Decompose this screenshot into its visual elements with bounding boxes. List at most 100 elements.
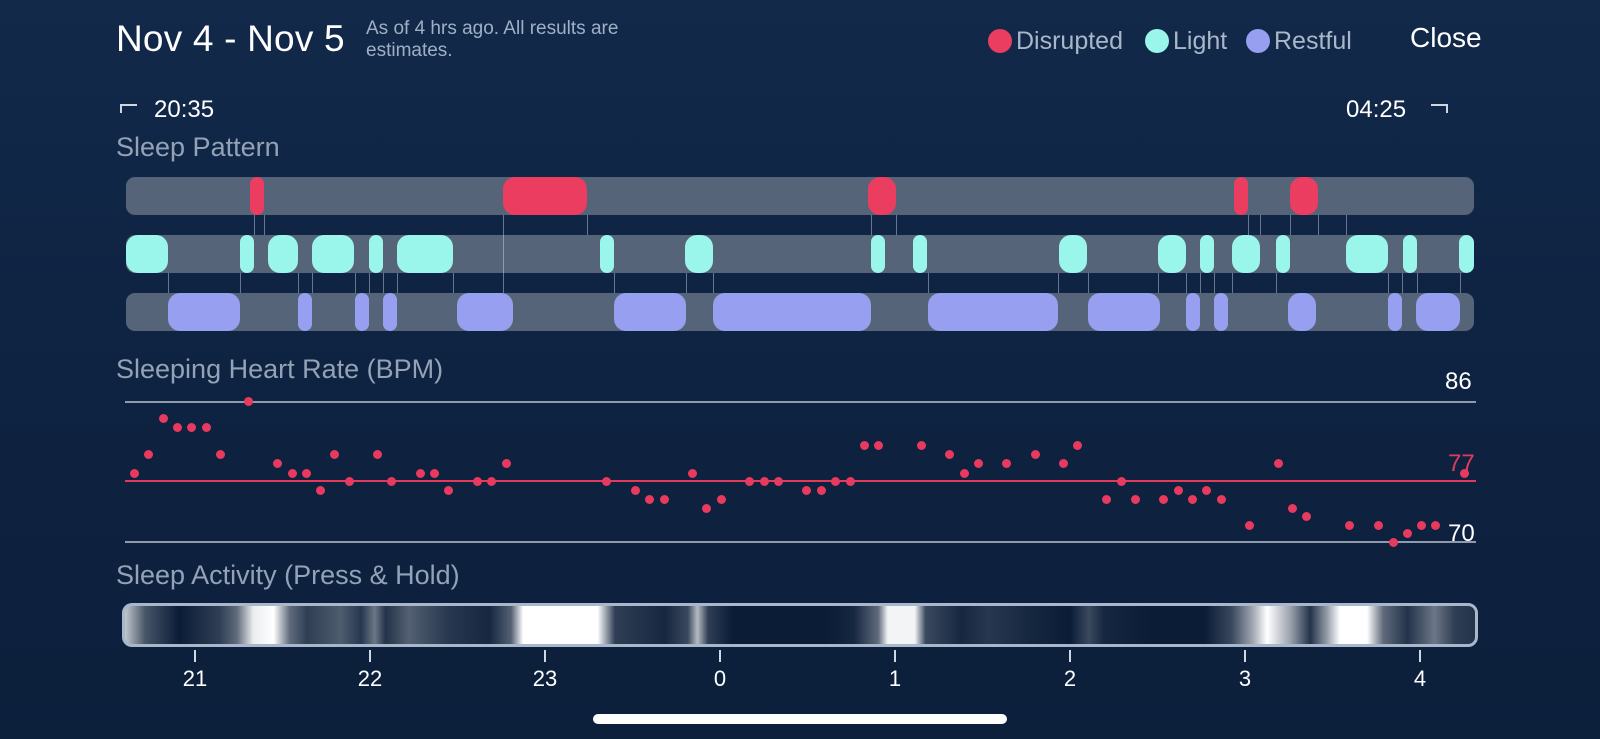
heart-rate-point <box>186 422 196 432</box>
heart-rate-point <box>415 468 425 478</box>
home-indicator[interactable] <box>593 714 1007 724</box>
heart-rate-point <box>1116 476 1126 486</box>
heart-rate-point <box>859 440 869 450</box>
x-tick-label: 2 <box>1063 666 1077 691</box>
heart-rate-point <box>701 503 711 513</box>
heart-rate-point <box>1101 494 1111 504</box>
heart-rate-point <box>172 422 182 432</box>
heart-rate-point <box>243 396 253 406</box>
heart-rate-point <box>143 449 153 459</box>
heart-rate-point <box>158 413 168 423</box>
end-time: 04:25 <box>1346 96 1407 123</box>
disrupted-segment <box>503 177 587 215</box>
stage-connector <box>1402 273 1403 293</box>
tick-mark <box>894 650 896 662</box>
average-line <box>125 480 1476 482</box>
light-segment <box>1459 235 1474 273</box>
stage-connector <box>896 215 897 235</box>
heart-rate-point <box>659 494 669 504</box>
stage-connector <box>1346 215 1347 235</box>
light-segment <box>871 235 885 273</box>
heart-rate-point <box>773 476 783 486</box>
stage-connector <box>312 273 313 293</box>
tick-mark <box>1419 650 1421 662</box>
heart-rate-point <box>601 476 611 486</box>
stage-connector <box>453 273 454 293</box>
heart-rate-point <box>386 476 396 486</box>
sleep-pattern-chart[interactable] <box>0 0 1600 340</box>
heart-rate-point <box>1158 494 1168 504</box>
sleep-activity-bar[interactable] <box>122 603 1478 647</box>
heart-rate-point <box>801 485 811 495</box>
disrupted-track <box>126 177 1474 215</box>
heart-rate-point <box>944 449 954 459</box>
light-segment <box>126 235 168 273</box>
disrupted-segment <box>1234 177 1248 215</box>
legend-restful: Restful <box>1246 26 1352 56</box>
stage-connector <box>1088 273 1089 293</box>
light-segment <box>913 235 927 273</box>
stage-connector <box>1214 273 1215 293</box>
stage-connector <box>168 273 169 293</box>
stage-connector <box>614 273 615 293</box>
legend-label: Restful <box>1274 26 1352 55</box>
heart-rate-title: Sleeping Heart Rate (BPM) <box>116 354 444 384</box>
heart-rate-point <box>129 468 139 478</box>
heart-rate-point <box>1072 440 1082 450</box>
legend-label: Disrupted <box>1016 26 1123 55</box>
stage-connector <box>369 273 370 293</box>
disrupted-segment <box>250 177 264 215</box>
x-tick-label: 21 <box>182 666 208 691</box>
tick-mark <box>1244 650 1246 662</box>
restful-segment <box>298 293 312 331</box>
stage-connector <box>1058 273 1059 293</box>
tick-mark <box>194 650 196 662</box>
heart-rate-point <box>816 485 826 495</box>
page-title: Nov 4 - Nov 5 <box>116 18 345 59</box>
heart-rate-point <box>1201 485 1211 495</box>
x-tick-label: 3 <box>1238 666 1252 691</box>
light-segment <box>397 235 453 273</box>
stage-connector <box>503 215 504 293</box>
legend-light: Light <box>1145 26 1227 56</box>
heart-rate-point <box>201 422 211 432</box>
heart-rate-point <box>472 476 482 486</box>
stage-connector <box>1388 273 1389 293</box>
tick-mark <box>719 650 721 662</box>
restful-segment <box>1214 293 1228 331</box>
restful-segment <box>168 293 240 331</box>
close-button[interactable]: Close <box>1410 22 1482 53</box>
stage-connector <box>240 273 241 293</box>
heart-rate-point <box>916 440 926 450</box>
disrupted-segment <box>1290 177 1318 215</box>
light-segment <box>1346 235 1388 273</box>
heart-rate-point <box>1130 494 1140 504</box>
heart-rate-point <box>344 476 354 486</box>
stage-connector <box>1276 273 1277 293</box>
stage-connector <box>298 273 299 293</box>
light-dot-icon <box>1145 29 1169 53</box>
heart-rate-point <box>644 494 654 504</box>
light-segment <box>685 235 713 273</box>
min-value: 70 <box>1448 520 1475 547</box>
restful-dot-icon <box>1246 29 1270 53</box>
stage-connector <box>355 273 356 293</box>
legend-disrupted: Disrupted <box>988 26 1123 56</box>
sleep-pattern-title: Sleep Pattern <box>116 132 280 162</box>
heart-rate-point <box>1216 494 1226 504</box>
heart-rate-point <box>372 449 382 459</box>
stage-connector <box>1460 273 1461 293</box>
heart-rate-point <box>1301 511 1311 521</box>
tick-mark <box>369 650 371 662</box>
light-segment <box>1158 235 1186 273</box>
heart-rate-point <box>215 449 225 459</box>
stage-connector <box>1232 273 1233 293</box>
x-tick-label: 1 <box>888 666 902 691</box>
stage-connector <box>713 273 714 293</box>
stage-connector <box>928 273 929 293</box>
stage-connector <box>254 215 255 235</box>
heart-rate-point <box>486 476 496 486</box>
restful-segment <box>713 293 871 331</box>
stage-connector <box>871 215 872 235</box>
stage-connector <box>397 273 398 293</box>
